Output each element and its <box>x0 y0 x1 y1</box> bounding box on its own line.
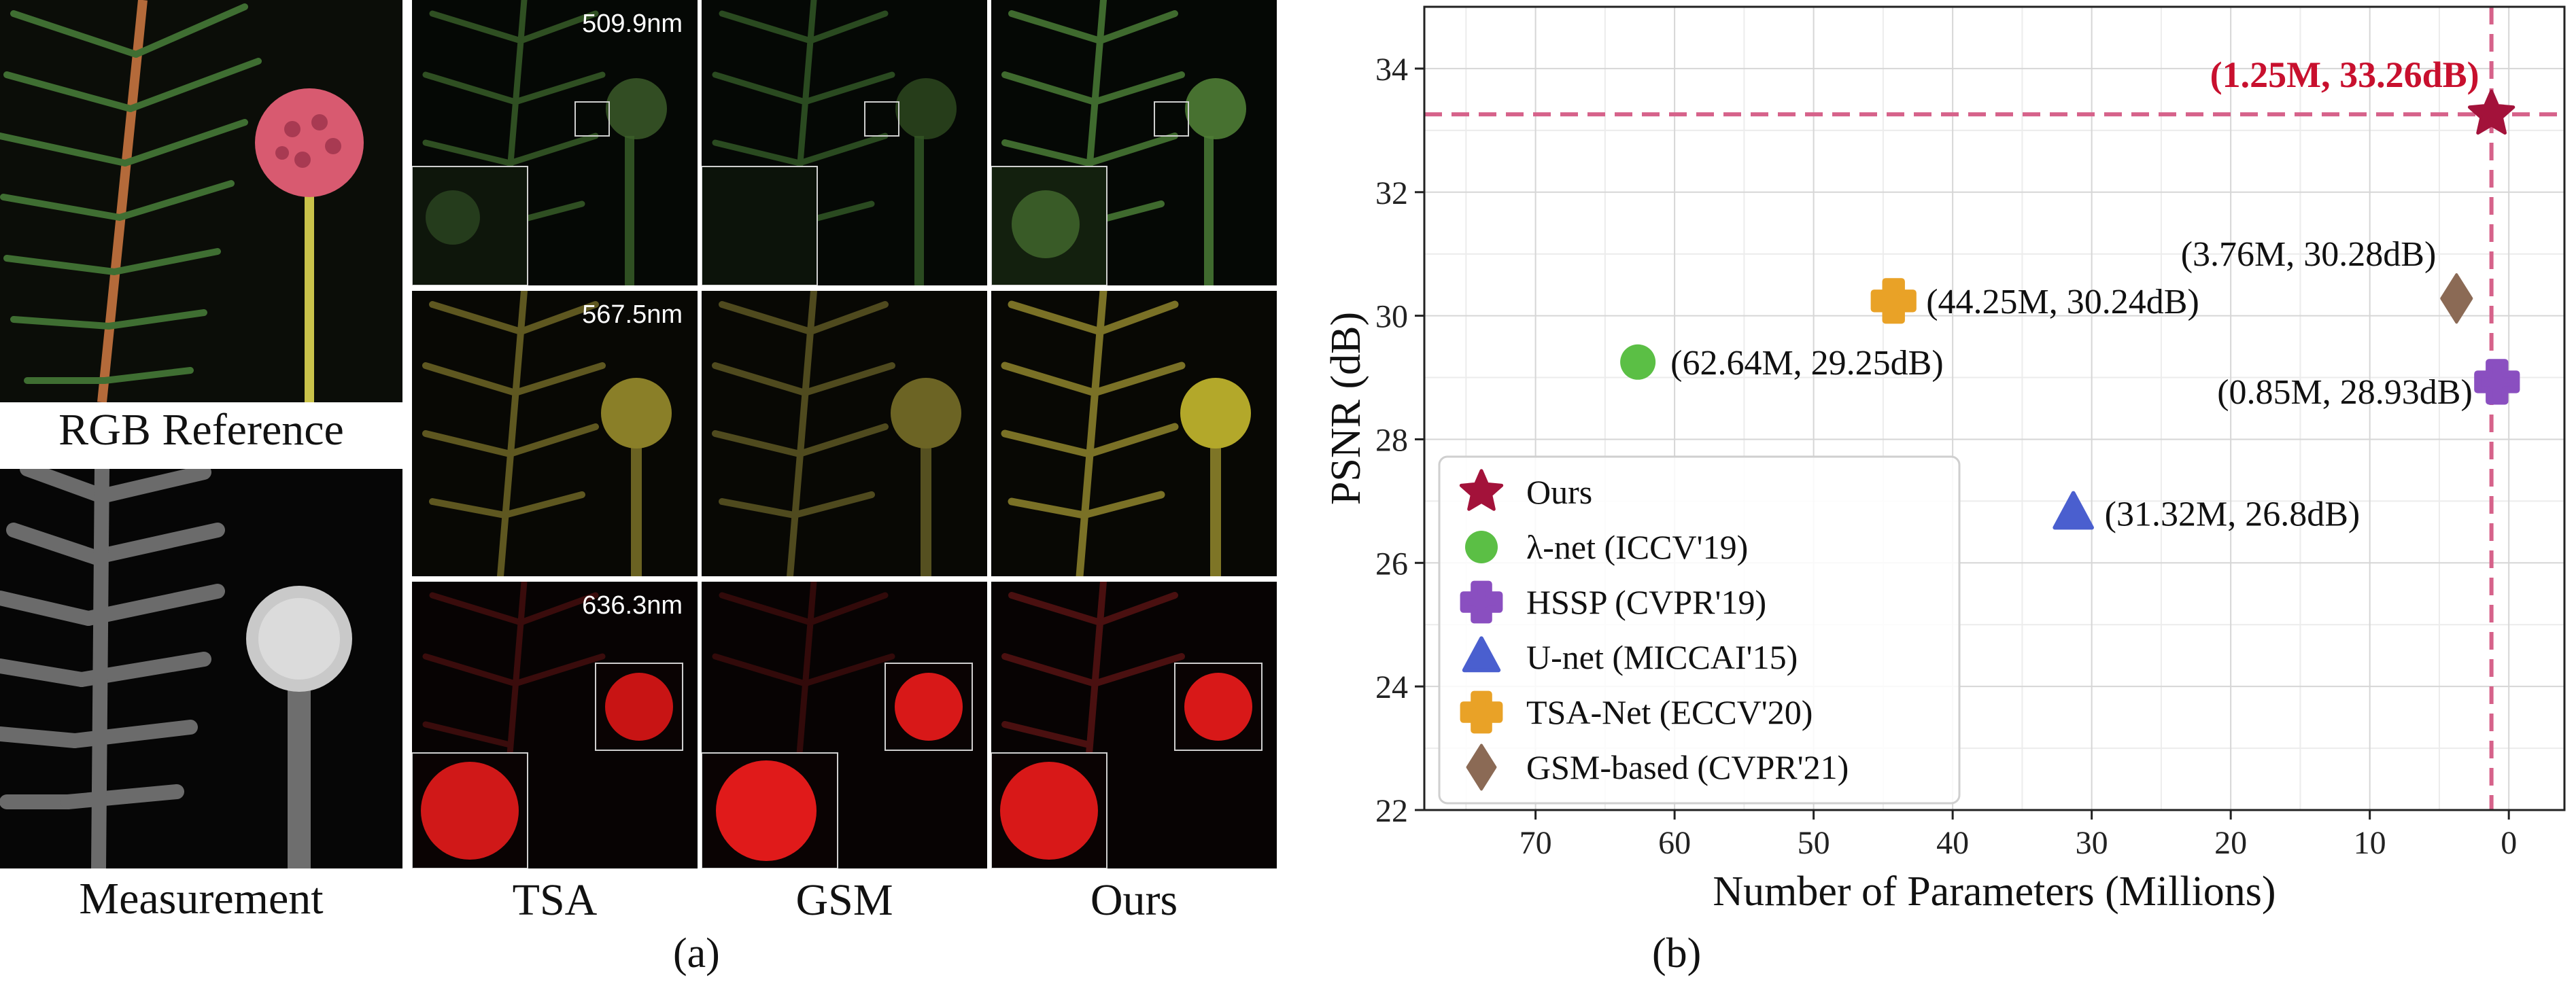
tile-ours-green <box>991 0 1277 285</box>
axis-ticks: 70 60 50 40 30 20 10 0 22 24 26 28 30 32 34 <box>1375 52 2517 861</box>
y-tick-label: 34 <box>1375 52 1408 88</box>
tile-gsm-green <box>702 0 987 285</box>
point-3 <box>2053 491 2094 530</box>
column-caption-ours: Ours <box>1090 875 1178 925</box>
x-tick-label: 20 <box>2214 825 2247 861</box>
column-caption-tsa: TSA <box>512 875 598 925</box>
tile-tsa-red: 636.3nm <box>412 582 698 868</box>
tile-tsa-yellow: 567.5nm <box>412 291 698 576</box>
wavelength-label-509: 509.9nm <box>582 10 683 38</box>
y-tick-label: 32 <box>1375 175 1408 211</box>
panel-a-image-grid: RGB Reference Measurement <box>0 0 1278 984</box>
wavelength-label-567: 567.5nm <box>582 300 683 329</box>
psnr-vs-params-chart: 70 60 50 40 30 20 10 0 22 24 26 28 30 32 34 (1.25M, 33… <box>1323 5 2566 915</box>
point-0 <box>2467 89 2515 135</box>
x-tick-label: 10 <box>2354 825 2386 861</box>
panel-b-scatter-chart: 70 60 50 40 30 20 10 0 22 24 26 28 30 32 34 (1.25M, 33… <box>1292 0 2576 984</box>
data-label-3: (31.32M, 26.8dB) <box>2105 495 2360 534</box>
data-label-4: (44.25M, 30.24dB) <box>1926 283 2199 321</box>
measurement-image <box>0 469 402 868</box>
legend-entry-3: U-net (MICCAI'15) <box>1526 638 1798 676</box>
legend-entry-4: TSA-Net (ECCV'20) <box>1526 693 1813 731</box>
y-tick-label: 30 <box>1375 299 1408 335</box>
grid-lines <box>1424 6 2564 811</box>
point-4 <box>1870 278 1917 324</box>
rgb-reference-image <box>0 0 402 402</box>
panel-a-label: (a) <box>673 930 720 977</box>
x-tick-label: 50 <box>1798 825 1830 861</box>
legend-box <box>1438 455 1961 805</box>
measurement-illustration <box>0 469 402 868</box>
x-tick-label: 70 <box>1519 825 1552 861</box>
legend-entry-2: HSSP (CVPR'19) <box>1526 583 1766 621</box>
legend-entry-0: Ours <box>1526 473 1592 511</box>
legend-marker-1 <box>1465 531 1498 563</box>
legend-marker-3 <box>1462 636 1501 673</box>
x-tick-label: 60 <box>1658 825 1691 861</box>
point-1 <box>1620 344 1656 380</box>
legend-entry-5: GSM-based (CVPR'21) <box>1526 748 1849 786</box>
legend: Ours λ-net (ICCV'19) HSSP (CVPR'19) U-net (… <box>1438 455 1961 805</box>
column-caption-gsm: GSM <box>795 875 893 925</box>
rgb-reference-caption: RGB Reference <box>58 405 344 455</box>
wavelength-label-636: 636.3nm <box>582 591 683 620</box>
data-label-2: (0.85M, 28.93dB) <box>2217 373 2473 412</box>
tile-ours-red <box>991 582 1277 868</box>
data-label-0: (1.25M, 33.26dB) <box>2210 54 2479 95</box>
tile-tsa-green: 509.9nm <box>412 0 698 285</box>
legend-marker-4 <box>1460 690 1503 734</box>
measurement-caption: Measurement <box>79 874 324 924</box>
y-tick-label: 26 <box>1375 546 1408 582</box>
reference-lines <box>1424 7 2564 810</box>
x-tick-label: 30 <box>2076 825 2108 861</box>
x-tick-label: 0 <box>2501 825 2517 861</box>
rgb-reference-illustration <box>0 0 402 402</box>
legend-marker-2 <box>1460 580 1503 624</box>
data-points <box>1620 89 2520 530</box>
panel-b-label: (b) <box>1652 930 1702 977</box>
point-2 <box>2474 359 2520 405</box>
tile-ours-yellow <box>991 291 1277 576</box>
legend-marker-0 <box>1459 469 1504 511</box>
plot-frame <box>1423 5 2566 811</box>
y-tick-label: 22 <box>1375 793 1408 829</box>
data-label-5: (3.76M, 30.28dB) <box>2181 235 2437 274</box>
y-tick-label: 28 <box>1375 422 1408 458</box>
legend-entry-1: λ-net (ICCV'19) <box>1526 528 1748 566</box>
legend-marker-5 <box>1466 743 1497 791</box>
point-5 <box>2440 273 2473 324</box>
data-labels: (1.25M, 33.26dB) (62.64M, 29.25dB) (0.85M,… <box>1670 54 2479 533</box>
y-tick-label: 24 <box>1375 669 1408 705</box>
tile-gsm-red <box>702 582 987 868</box>
x-tick-label: 40 <box>1936 825 1969 861</box>
data-label-1: (62.64M, 29.25dB) <box>1670 344 1944 383</box>
y-axis-label: PSNR (dB) <box>1323 312 1369 505</box>
x-axis-label: Number of Parameters (Millions) <box>1713 868 2276 915</box>
tile-gsm-yellow <box>702 291 987 576</box>
